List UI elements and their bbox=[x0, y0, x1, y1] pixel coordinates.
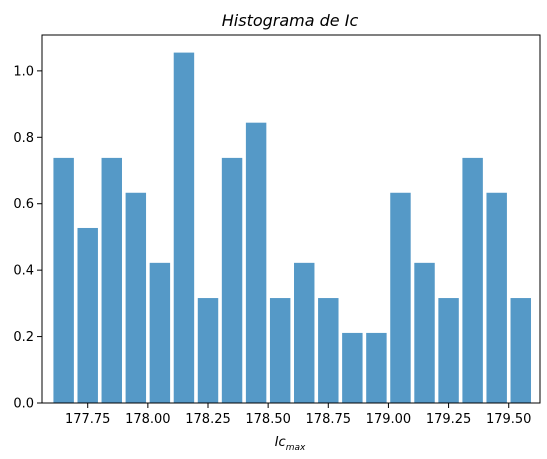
histogram-bar bbox=[221, 157, 243, 403]
y-tick-label: 0.6 bbox=[13, 197, 34, 212]
histogram-bar bbox=[390, 192, 411, 403]
histogram-bar bbox=[366, 332, 387, 403]
y-tick-label: 0.0 bbox=[13, 397, 34, 412]
histogram-bar bbox=[486, 192, 507, 403]
x-axis-label: Icmax bbox=[275, 435, 306, 453]
x-tick-label: 178.00 bbox=[125, 412, 171, 427]
histogram-bar bbox=[197, 298, 219, 403]
x-tick-label: 179.00 bbox=[366, 412, 412, 427]
histogram-bar bbox=[53, 157, 74, 403]
x-tick-label: 179.25 bbox=[426, 412, 472, 427]
histogram-bar bbox=[269, 298, 291, 403]
bars-layer bbox=[53, 52, 531, 404]
y-tick-label: 0.8 bbox=[13, 131, 34, 146]
histogram-bar bbox=[342, 332, 363, 403]
histogram-bar bbox=[173, 52, 195, 403]
histogram-bar bbox=[125, 192, 147, 403]
histogram-bar bbox=[318, 298, 339, 403]
x-tick-label: 178.25 bbox=[185, 412, 231, 427]
x-tick-label: 178.50 bbox=[245, 412, 291, 427]
histogram-bar bbox=[149, 262, 171, 403]
histogram-bar bbox=[77, 227, 98, 403]
histogram-bar bbox=[414, 262, 435, 403]
x-tick-label: 179.50 bbox=[486, 412, 532, 427]
x-axis-label-subscript: max bbox=[286, 443, 306, 453]
x-tick-label: 177.75 bbox=[65, 412, 111, 427]
axes-layer: 177.75 178.00 178.25 178.50 178.75 179.00 179.… bbox=[13, 34, 541, 427]
histogram-bar bbox=[510, 298, 531, 403]
y-tick-label: 1.0 bbox=[13, 64, 34, 79]
x-axis-label-main: Ic bbox=[275, 435, 286, 450]
histogram-bar bbox=[294, 262, 315, 403]
y-tick-label: 0.2 bbox=[13, 330, 34, 345]
histogram-bar bbox=[462, 157, 483, 403]
chart-title: Histograma de Ic bbox=[222, 11, 359, 30]
histogram-bar bbox=[245, 122, 267, 404]
histogram-bar bbox=[101, 157, 122, 403]
x-tick-label: 178.75 bbox=[306, 412, 352, 427]
y-tick-label: 0.4 bbox=[13, 264, 34, 279]
histogram-bar bbox=[438, 298, 459, 403]
plot-frame bbox=[41, 34, 541, 404]
